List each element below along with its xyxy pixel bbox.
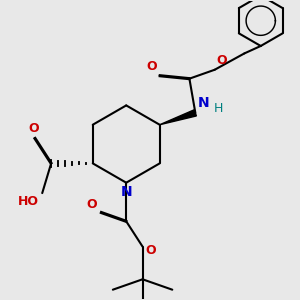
Polygon shape bbox=[160, 110, 197, 125]
Text: HO: HO bbox=[18, 195, 39, 208]
Text: O: O bbox=[216, 54, 227, 67]
Text: O: O bbox=[145, 244, 156, 257]
Text: O: O bbox=[28, 122, 39, 135]
Text: O: O bbox=[146, 60, 157, 73]
Text: H: H bbox=[214, 102, 223, 115]
Text: N: N bbox=[198, 97, 209, 110]
Text: N: N bbox=[120, 185, 132, 199]
Text: O: O bbox=[87, 198, 98, 211]
